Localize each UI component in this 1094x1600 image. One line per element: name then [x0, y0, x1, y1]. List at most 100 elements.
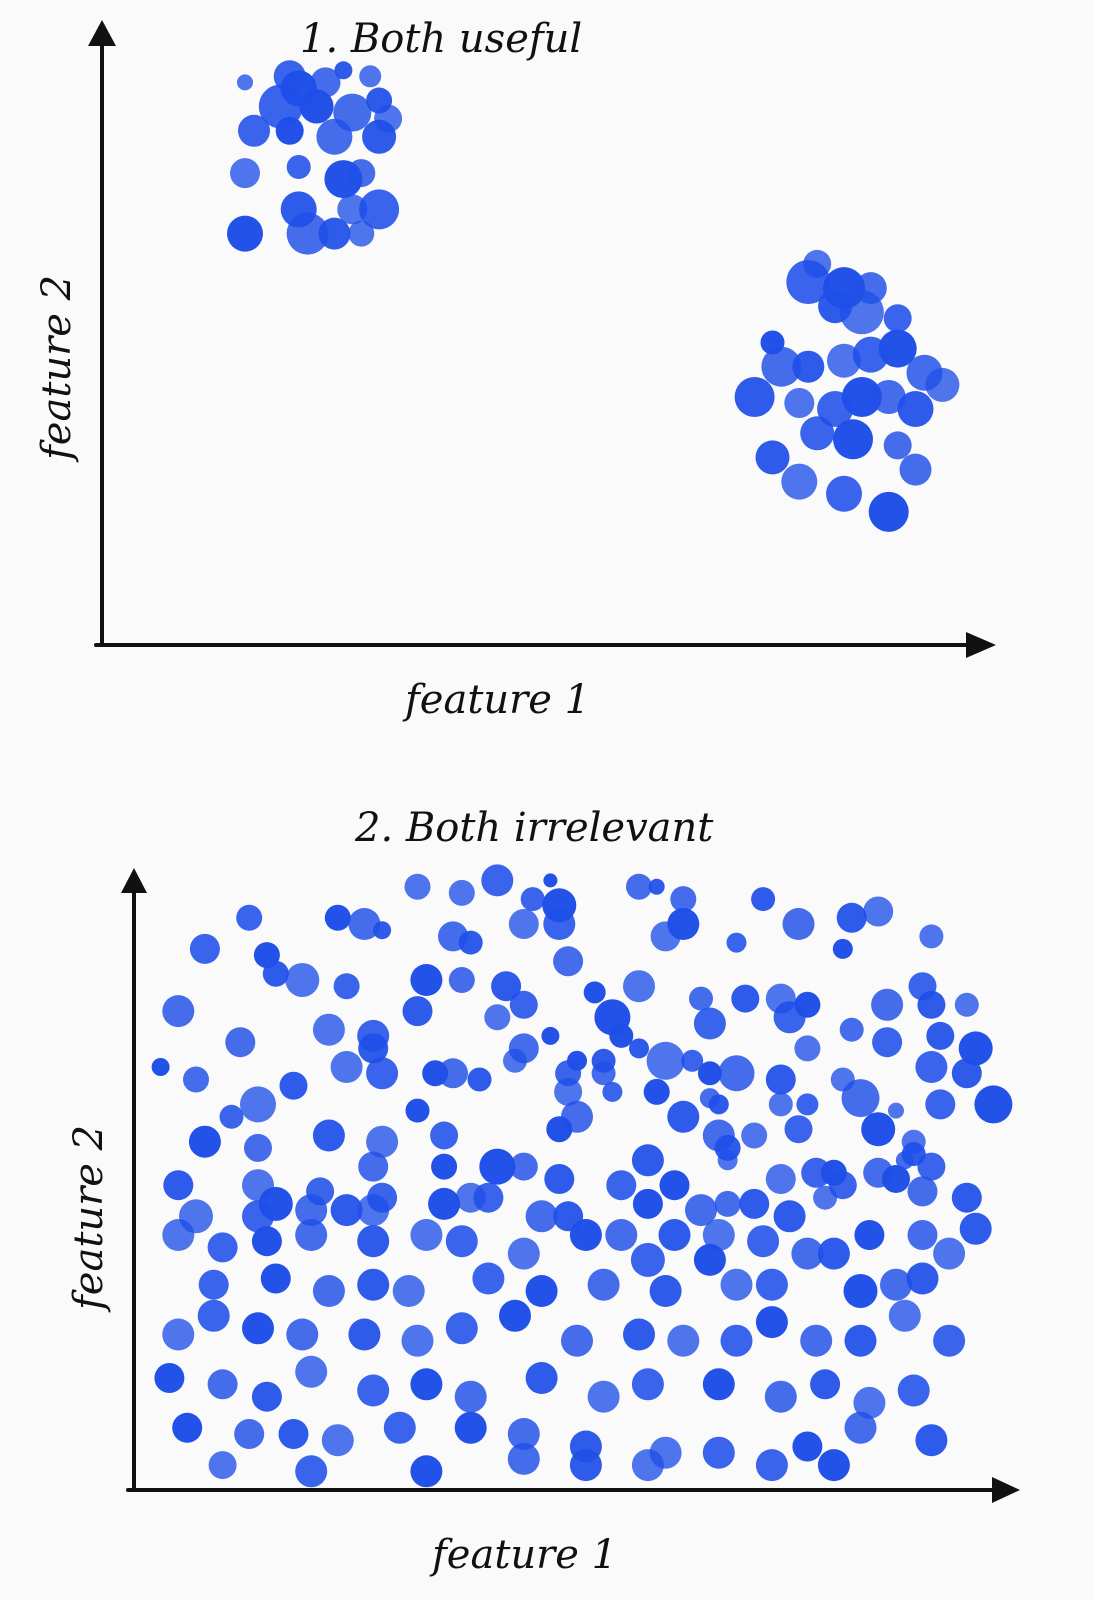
- scatter-point: [836, 902, 867, 933]
- scatter-point: [472, 1262, 505, 1295]
- scatter-point: [646, 1041, 685, 1080]
- scatter-point: [507, 1418, 540, 1450]
- scatter-point: [784, 1115, 813, 1144]
- scatter-point: [739, 1188, 770, 1219]
- scatter-point: [279, 1071, 308, 1100]
- scatter-point: [481, 864, 514, 897]
- chart-1-xlabel: feature 1: [402, 677, 590, 723]
- chart-1-title: 1. Both useful: [300, 16, 582, 62]
- scatter-point: [714, 1190, 741, 1217]
- scatter-point: [883, 431, 912, 460]
- scatter-point: [629, 1038, 649, 1059]
- scatter-point: [445, 1312, 478, 1345]
- scatter-point: [543, 873, 558, 888]
- scatter-point: [765, 1164, 796, 1194]
- scatter-point: [751, 887, 776, 912]
- scatter-point: [708, 1094, 729, 1115]
- scatter-point: [295, 1219, 328, 1251]
- scatter-point: [915, 1424, 948, 1457]
- scatter-point: [681, 1049, 704, 1072]
- scatter-point: [954, 992, 979, 1017]
- scatter-point: [726, 932, 747, 953]
- scatter-point: [172, 1412, 203, 1443]
- scatter-point: [383, 1411, 416, 1444]
- scatter-point: [163, 1170, 194, 1201]
- scatter-point: [854, 1220, 885, 1250]
- scatter-point: [761, 346, 802, 387]
- scatter-point: [546, 1116, 573, 1143]
- scatter-point: [348, 220, 375, 247]
- scatter-point: [405, 1098, 430, 1123]
- scatter-point: [623, 1318, 655, 1351]
- scatter-point: [295, 1194, 328, 1227]
- scatter-point: [741, 1122, 768, 1149]
- scatter-point: [503, 1048, 527, 1073]
- scatter-point: [650, 921, 681, 952]
- scatter-point: [630, 1242, 665, 1277]
- scatter-point: [951, 1058, 982, 1089]
- scatter-point: [154, 1363, 185, 1393]
- scatter-point: [484, 1004, 511, 1031]
- scatter-point: [897, 1374, 930, 1407]
- scatter-point: [843, 1274, 878, 1308]
- scatter-point: [236, 904, 263, 931]
- scatter-point: [448, 879, 475, 906]
- scatter-point: [747, 1225, 780, 1258]
- scatter-point: [786, 260, 831, 304]
- scatter-point: [800, 416, 835, 451]
- scatter-point: [959, 1212, 992, 1245]
- scatter-point: [768, 1092, 793, 1117]
- scatter-point: [295, 1355, 328, 1388]
- scatter-point: [262, 960, 289, 987]
- scatter-point: [917, 990, 946, 1019]
- scatter-point: [868, 491, 909, 532]
- scatter-point: [207, 1232, 238, 1263]
- scatter-point: [782, 908, 815, 940]
- scatter-point: [659, 1170, 690, 1201]
- scatter-point: [631, 1144, 664, 1177]
- scatter-point: [525, 1362, 558, 1394]
- scatter-point: [567, 1050, 587, 1071]
- scatter-point: [286, 1318, 319, 1351]
- scatter-point: [373, 921, 392, 940]
- scatter-point: [473, 1182, 504, 1213]
- scatter-point: [605, 1219, 638, 1251]
- scatter-point: [410, 1455, 443, 1488]
- scatter-point: [162, 995, 195, 1028]
- scatter-point: [430, 1121, 459, 1150]
- scatter-point: [318, 217, 351, 250]
- scatter-point: [880, 1268, 912, 1301]
- scatter-point: [509, 1152, 538, 1181]
- scatter-point: [198, 1269, 229, 1300]
- chart-2-y-arrow-icon: [121, 868, 147, 893]
- scatter-point: [839, 1017, 864, 1042]
- scatter-point: [520, 887, 545, 912]
- scatter-point: [258, 1186, 293, 1221]
- scatter-point: [810, 1369, 841, 1400]
- chart-1-x-arrow-icon: [966, 632, 996, 658]
- scatter-point: [755, 1268, 788, 1301]
- scatter-point: [238, 114, 270, 147]
- scatter-point: [901, 1129, 926, 1154]
- scatter-point: [844, 1324, 877, 1357]
- scatter-point: [670, 886, 697, 913]
- scatter-point: [402, 996, 433, 1027]
- chart-both-irrelevant: 2. Both irrelevant feature 1 feature 2: [66, 805, 1020, 1578]
- scatter-point: [872, 1027, 903, 1058]
- scatter-point: [827, 343, 861, 378]
- scatter-point: [507, 1442, 540, 1475]
- scatter-point: [260, 1263, 291, 1294]
- chart-2-y-axis: [121, 868, 147, 1492]
- scatter-point: [755, 1449, 788, 1482]
- scatter-point: [773, 1200, 806, 1233]
- scatter-point: [583, 981, 606, 1004]
- scatter-point: [587, 1268, 620, 1301]
- scatter-point: [883, 304, 912, 333]
- scatter-point: [358, 1151, 389, 1182]
- scatter-point: [359, 65, 382, 88]
- scatter-point: [321, 1424, 354, 1457]
- scatter-point: [648, 878, 665, 895]
- scatter-point: [702, 1436, 735, 1469]
- scatter-point: [602, 1081, 623, 1102]
- chart-2-xlabel: feature 1: [429, 1532, 617, 1578]
